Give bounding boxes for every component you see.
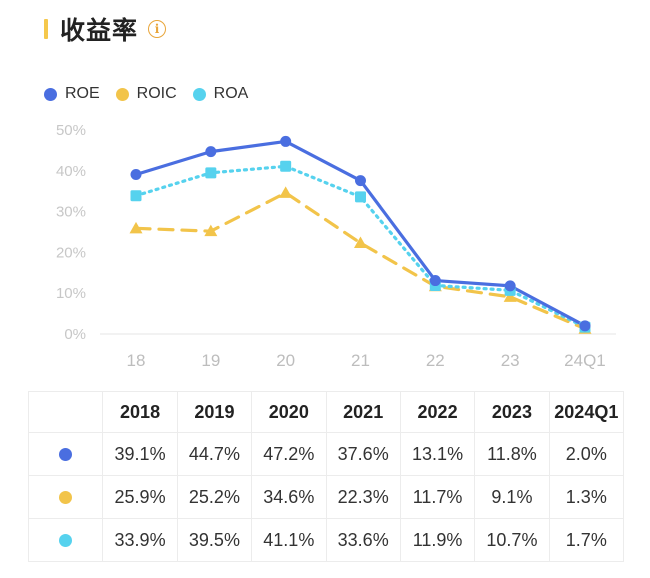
data-point-roe xyxy=(354,175,366,187)
table-header-row: 2018 2019 2020 2021 2022 2023 2024Q1 xyxy=(27,391,625,433)
table-cell: 1.3% xyxy=(548,475,625,519)
legend-item-roa[interactable]: ROA xyxy=(192,85,249,103)
data-point-roic xyxy=(129,221,143,234)
chart-legend: ROE ROIC ROA xyxy=(44,84,264,104)
accent-bar xyxy=(44,19,48,39)
table-header-cell: 2020 xyxy=(251,391,327,433)
line-chart: 0% 10% 20% 30% 40% 50% 18 19 20 21 22 23 24Q1 xyxy=(56,122,616,370)
x-tick-label: 21 xyxy=(351,351,370,370)
data-point-roe xyxy=(205,146,217,158)
legend-dot-roa-icon xyxy=(192,87,206,101)
table-cell: 11.9% xyxy=(399,518,476,562)
table-cell: 44.7% xyxy=(176,432,253,476)
table-cell: 33.6% xyxy=(325,518,401,562)
table-row-roic: 25.9% 25.2% 34.6% 22.3% 11.7% 9.1% 1.3% xyxy=(27,475,625,519)
info-icon-glyph: i xyxy=(154,22,160,36)
table-header-cell: 2023 xyxy=(474,391,550,433)
data-point-roe xyxy=(280,135,292,147)
table-row-roa: 33.9% 39.5% 41.1% 33.6% 11.9% 10.7% 1.7% xyxy=(27,518,625,562)
legend-item-roic[interactable]: ROIC xyxy=(115,85,177,103)
data-point-roa xyxy=(130,190,142,202)
table-cell: 47.2% xyxy=(251,432,327,476)
row-swatch-roic-icon xyxy=(59,491,73,505)
table-header-cell: 2021 xyxy=(325,391,401,433)
x-tick-label: 20 xyxy=(276,351,295,370)
table-cell: 22.3% xyxy=(325,475,401,519)
data-point-roa xyxy=(354,191,366,203)
table-cell: 39.5% xyxy=(176,518,253,562)
section-header: 收益率 i xyxy=(44,14,167,45)
row-swatch-roa-icon xyxy=(59,534,73,548)
table-cell: 13.1% xyxy=(399,432,476,476)
row-swatch-roe-icon xyxy=(59,448,73,462)
data-point-roa xyxy=(205,167,217,179)
data-table: 2018 2019 2020 2021 2022 2023 2024Q1 39.… xyxy=(27,391,625,562)
data-point-roe xyxy=(579,320,591,332)
data-point-roic xyxy=(353,236,367,249)
table-corner-cell xyxy=(27,391,104,433)
section-title: 收益率 xyxy=(60,16,139,45)
table-cell: 34.6% xyxy=(251,475,327,519)
table-cell: 11.7% xyxy=(399,475,476,519)
series-line-roe xyxy=(134,139,587,328)
legend-label: ROIC xyxy=(136,85,177,102)
y-tick-label: 30% xyxy=(56,204,86,221)
table-cell: 37.6% xyxy=(325,432,401,476)
table-cell: 1.7% xyxy=(548,518,625,562)
series-line-roic xyxy=(134,191,587,331)
info-icon[interactable]: i xyxy=(148,20,167,38)
table-header-cell: 2019 xyxy=(176,391,253,433)
x-tick-label: 19 xyxy=(201,351,220,370)
table-cell: 10.7% xyxy=(474,518,550,562)
x-tick-label: 24Q1 xyxy=(564,351,606,370)
y-tick-label: 50% xyxy=(56,122,86,139)
table-cell: 9.1% xyxy=(474,475,550,519)
row-swatch-cell xyxy=(27,475,104,519)
table-header-cell: 2024Q1 xyxy=(548,391,625,433)
data-point-roic xyxy=(279,186,293,198)
table-cell: 33.9% xyxy=(102,518,178,562)
data-point-roic xyxy=(204,224,218,237)
legend-label: ROE xyxy=(65,85,100,102)
row-swatch-cell xyxy=(27,432,104,476)
table-cell: 2.0% xyxy=(548,432,625,476)
data-point-roe xyxy=(130,168,142,180)
data-point-roe xyxy=(429,275,441,287)
y-tick-label: 20% xyxy=(56,244,86,261)
table-cell: 41.1% xyxy=(251,518,327,562)
y-tick-label: 10% xyxy=(56,285,86,302)
legend-item-roe[interactable]: ROE xyxy=(44,85,100,103)
data-point-roic xyxy=(503,290,517,302)
table-header-cell: 2018 xyxy=(102,391,178,433)
x-tick-label: 18 xyxy=(127,351,146,370)
row-swatch-cell xyxy=(27,518,104,562)
x-tick-label: 22 xyxy=(426,351,445,370)
table-cell: 39.1% xyxy=(102,432,178,476)
data-point-roa xyxy=(280,160,292,172)
legend-dot-roic-icon xyxy=(115,87,129,101)
y-tick-label: 0% xyxy=(64,326,86,343)
table-cell: 11.8% xyxy=(474,432,550,476)
table-row-roe: 39.1% 44.7% 47.2% 37.6% 13.1% 11.8% 2.0% xyxy=(27,432,625,476)
table-cell: 25.2% xyxy=(176,475,253,519)
legend-label: ROA xyxy=(213,85,249,102)
y-tick-label: 40% xyxy=(56,163,86,180)
x-tick-label: 23 xyxy=(501,351,520,370)
legend-dot-roe-icon xyxy=(44,87,57,101)
table-header-cell: 2022 xyxy=(399,391,476,433)
table-cell: 25.9% xyxy=(102,475,178,519)
data-point-roe xyxy=(504,280,516,292)
